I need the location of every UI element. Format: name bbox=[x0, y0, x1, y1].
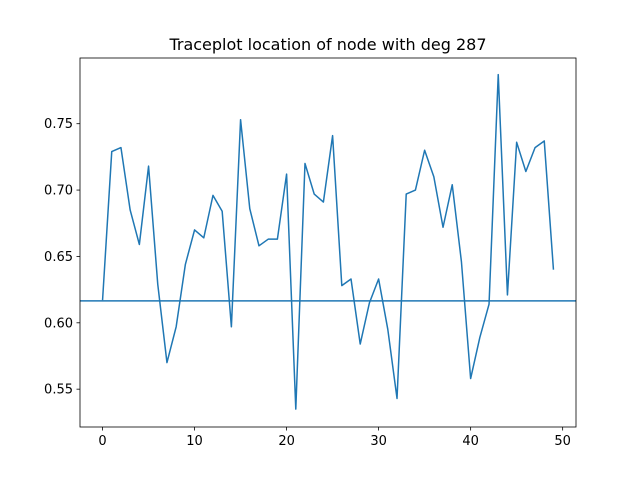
y-tick-label: 0.75 bbox=[44, 117, 73, 132]
y-tick-label: 0.60 bbox=[44, 316, 73, 331]
y-tick-label: 0.65 bbox=[44, 250, 73, 265]
x-tick-label: 10 bbox=[186, 434, 203, 449]
x-tick-label: 50 bbox=[554, 434, 571, 449]
chart-title: Traceplot location of node with deg 287 bbox=[168, 35, 486, 54]
y-tick-label: 0.55 bbox=[44, 383, 73, 398]
x-tick-label: 40 bbox=[462, 434, 479, 449]
y-tick-label: 0.70 bbox=[44, 184, 73, 199]
x-tick-label: 20 bbox=[278, 434, 295, 449]
axes-frame bbox=[79, 57, 577, 428]
x-tick-label: 0 bbox=[98, 434, 106, 449]
plot-area bbox=[80, 73, 576, 410]
axes: 0 10 20 30 40 50 0.55 0.60 0.65 0.70 0.75 bbox=[44, 57, 577, 449]
x-tick-label: 30 bbox=[370, 434, 387, 449]
trace-series-line bbox=[101, 73, 555, 410]
